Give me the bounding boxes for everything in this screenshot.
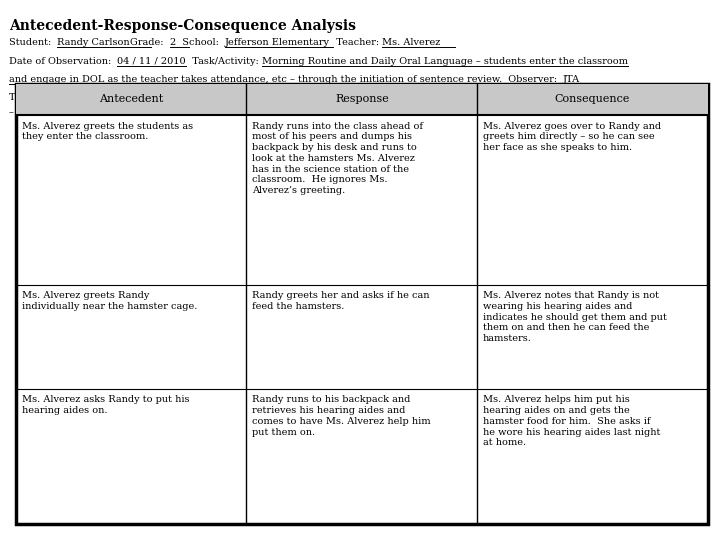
Text: Task/Activity:: Task/Activity: [186, 57, 261, 66]
Text: Behavior(s) of Interest:: Behavior(s) of Interest: [124, 93, 271, 102]
Text: Grade:: Grade: [130, 38, 169, 47]
Text: Randy runs to his backpack and
retrieves his hearing aides and
comes to have Ms.: Randy runs to his backpack and retrieves… [252, 395, 431, 437]
Text: Time of Day:: Time of Day: [9, 93, 78, 102]
Text: Ms. Alverez: Ms. Alverez [382, 38, 441, 47]
Text: Ms. Alverez goes over to Randy and
greets him directly – so he can see
her face : Ms. Alverez goes over to Randy and greet… [483, 122, 661, 152]
Text: Ms. Alverez asks Randy to put his
hearing aides on.: Ms. Alverez asks Randy to put his hearin… [22, 395, 189, 415]
Text: Observer:: Observer: [502, 75, 563, 84]
Text: Consequence: Consequence [554, 94, 630, 104]
Text: –: – [9, 108, 14, 117]
Text: Response: Response [335, 94, 389, 104]
Text: Ms. Alverez greets the students as
they enter the classroom.: Ms. Alverez greets the students as they … [22, 122, 193, 141]
Text: Teacher:: Teacher: [330, 38, 382, 47]
Text: Jefferson Elementary: Jefferson Elementary [225, 38, 330, 47]
Text: School:: School: [176, 38, 225, 47]
Text: Student:: Student: [9, 38, 57, 47]
Text: 2: 2 [169, 38, 176, 47]
Text: Randy Carlson: Randy Carlson [57, 38, 130, 47]
Text: JTA: JTA [563, 75, 580, 84]
Text: Ms. Alverez notes that Randy is not
wearing his hearing aides and
indicates he s: Ms. Alverez notes that Randy is not wear… [483, 291, 667, 343]
Text: Ms. Alverez greets Randy
individually near the hamster cage.: Ms. Alverez greets Randy individually ne… [22, 291, 197, 311]
Text: 9:40 a.m.: 9:40 a.m. [78, 93, 124, 102]
Text: Ms. Alverez helps him put his
hearing aides on and gets the
hamster food for him: Ms. Alverez helps him put his hearing ai… [483, 395, 660, 447]
Text: Randy greets her and asks if he can
feed the hamsters.: Randy greets her and asks if he can feed… [252, 291, 430, 311]
Text: Morning Routine and Daily Oral Language – students enter the classroom: Morning Routine and Daily Oral Language … [261, 57, 628, 66]
Text: Randy runs into the class ahead of
most of his peers and dumps his
backpack by h: Randy runs into the class ahead of most … [252, 122, 423, 195]
Bar [16, 84, 708, 524]
Text: Antecedent: Antecedent [99, 94, 163, 104]
Text: Antecedent-Response-Consequence Analysis: Antecedent-Response-Consequence Analysis [9, 19, 356, 33]
Text: 04 / 11 / 2010: 04 / 11 / 2010 [117, 57, 186, 66]
Bar [16, 84, 708, 115]
Text: and engage in DOL as the teacher takes attendance, etc – through the initiation : and engage in DOL as the teacher takes a… [9, 75, 502, 84]
Text: Tantrum behavior: Tantrum behavior [271, 93, 359, 102]
Text: Date of Observation:: Date of Observation: [9, 57, 117, 66]
